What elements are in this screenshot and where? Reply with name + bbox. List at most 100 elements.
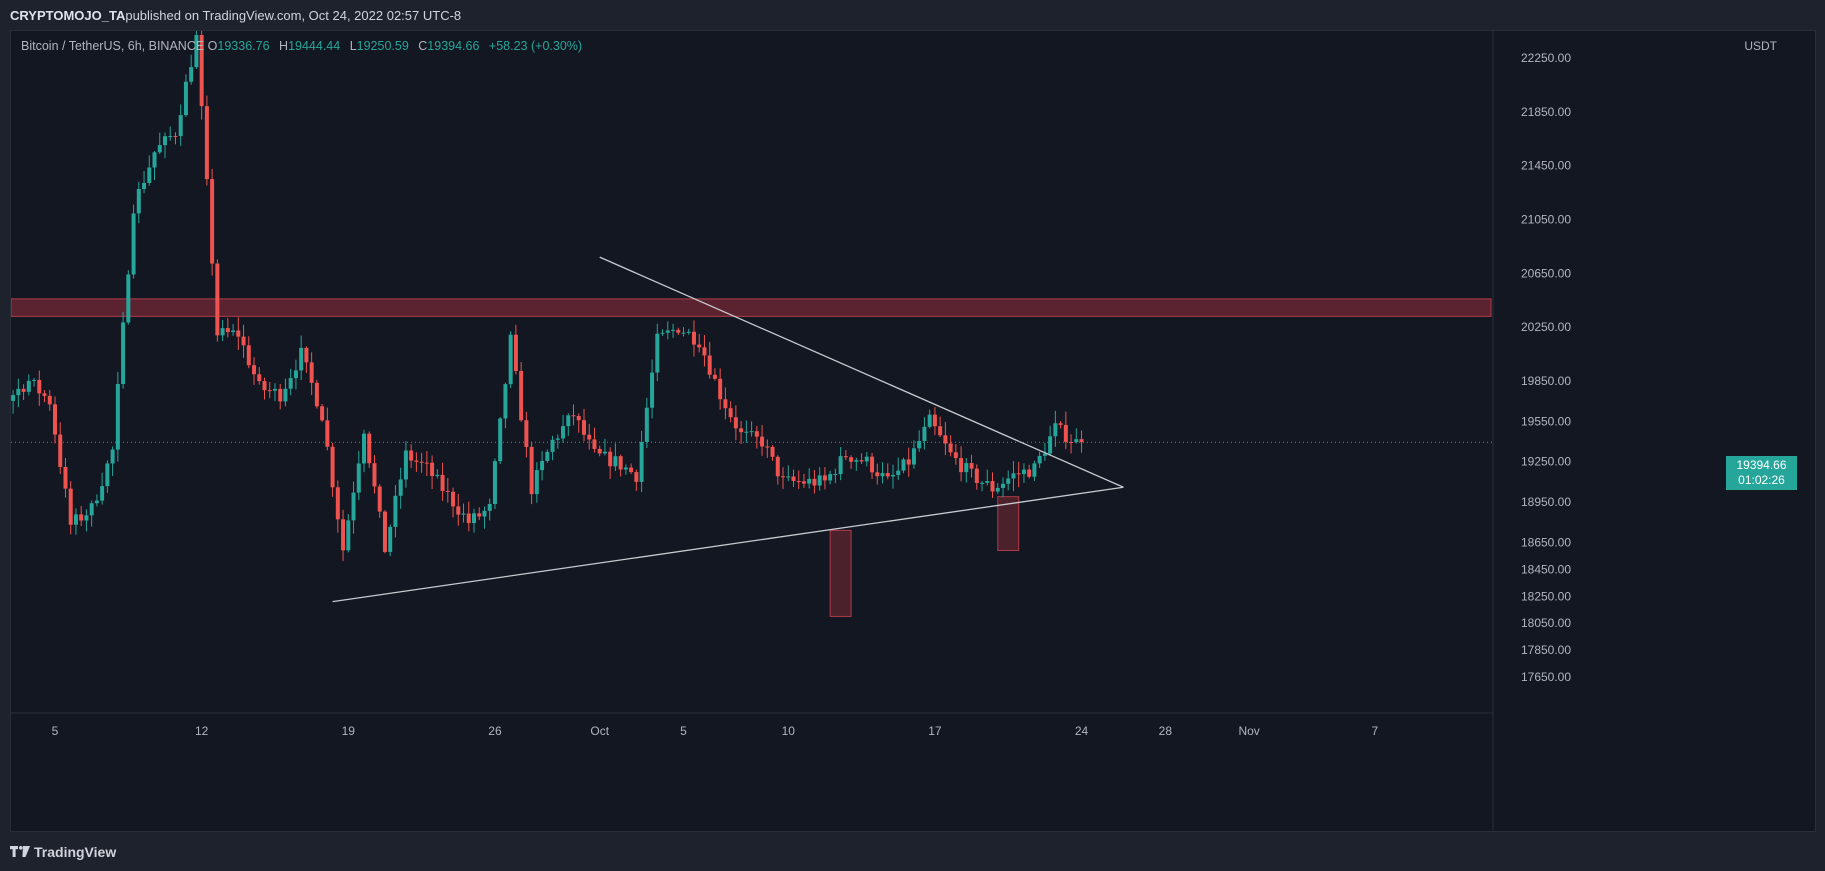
candle-body — [309, 362, 314, 383]
candle — [671, 323, 676, 338]
price-tick-label: 18650.00 — [1521, 535, 1571, 549]
candle-body — [870, 456, 875, 473]
time-tick-label: 26 — [488, 724, 502, 738]
candle — [1058, 421, 1063, 429]
candle-body — [472, 513, 476, 524]
candle-body — [733, 417, 738, 429]
candle — [917, 430, 922, 452]
candle — [142, 170, 147, 194]
candle-body — [142, 182, 147, 189]
chart-panel[interactable]: 22250.00 21850.00 21450.00 21050.00 20650.00… — [10, 30, 1816, 832]
candle — [938, 416, 943, 438]
candle — [885, 463, 890, 480]
candle — [959, 446, 964, 482]
candle-countdown: 01:02:26 — [1738, 473, 1785, 487]
candle — [288, 368, 293, 396]
candle — [629, 463, 634, 475]
candle-body — [718, 378, 723, 400]
candle — [393, 485, 398, 538]
close-value: 19394.66 — [427, 39, 480, 53]
candle-body — [781, 476, 786, 478]
candle-body — [262, 381, 267, 391]
candle — [561, 414, 566, 443]
candle-body — [697, 344, 702, 348]
candle-body — [608, 451, 613, 467]
candle — [1032, 460, 1037, 481]
candle-body — [11, 395, 16, 401]
candle — [707, 342, 712, 379]
price-tick-label: 19850.00 — [1521, 374, 1571, 388]
price-tick-label: 20650.00 — [1521, 266, 1571, 280]
candle-body — [529, 446, 534, 495]
candle — [37, 370, 42, 406]
candle-body — [550, 439, 555, 452]
candle-body — [749, 431, 754, 433]
candle-body — [367, 433, 372, 464]
candle-body — [650, 372, 655, 408]
candle-body — [477, 513, 482, 517]
candle-body — [42, 393, 47, 396]
candle-body — [629, 467, 634, 473]
candle-body — [561, 426, 566, 439]
time-tick-label: 5 — [680, 724, 687, 738]
candle-body — [592, 439, 597, 449]
candle — [581, 408, 586, 442]
candle — [440, 462, 445, 501]
candle-body — [1074, 439, 1079, 442]
candle — [665, 321, 670, 340]
candle — [73, 508, 78, 535]
candle-body — [173, 136, 178, 138]
author-name[interactable]: CRYPTOMOJO_TA — [10, 7, 126, 23]
candle — [822, 467, 827, 490]
candle-body — [1006, 478, 1011, 484]
candle-body — [272, 388, 277, 391]
current-price-tag: 19394.66 01:02:26 — [1726, 456, 1797, 490]
candle-body — [84, 515, 89, 521]
candle — [875, 463, 880, 485]
tradingview-logo[interactable]: TradingView — [10, 844, 116, 860]
candle — [220, 320, 225, 341]
candle — [896, 457, 901, 480]
candle-body — [330, 446, 335, 488]
candle — [157, 132, 162, 154]
candle — [204, 95, 209, 186]
candle — [906, 447, 911, 477]
candle — [42, 390, 47, 403]
candle — [225, 317, 230, 338]
candle-body — [739, 428, 744, 433]
candle-body — [974, 468, 979, 483]
candle-body — [922, 426, 927, 441]
candle-body — [885, 473, 890, 477]
candle-body — [414, 460, 419, 462]
candle — [309, 352, 314, 396]
candle — [613, 443, 618, 471]
candle-body — [157, 145, 162, 153]
candle — [974, 464, 979, 490]
candle-body — [770, 446, 775, 457]
candle — [267, 382, 272, 399]
price-chart[interactable]: 22250.00 21850.00 21450.00 21050.00 20650.00… — [11, 31, 1815, 831]
candle-body — [597, 448, 602, 454]
open-label: O — [207, 39, 218, 53]
candle-body — [765, 446, 770, 448]
candle-body — [278, 388, 283, 402]
time-tick-label: 28 — [1159, 724, 1173, 738]
candle-body — [969, 463, 974, 469]
candle — [770, 445, 775, 461]
candle — [508, 331, 513, 389]
candle — [964, 457, 969, 483]
candle — [115, 371, 120, 462]
candle — [791, 469, 796, 487]
candle-body — [508, 334, 513, 385]
candle — [775, 455, 780, 485]
candle — [739, 420, 744, 444]
candle-body — [728, 408, 733, 418]
candle-body — [168, 136, 173, 138]
candle — [985, 469, 990, 486]
symbol-name[interactable]: Bitcoin / TetherUS, 6h, BINANCE — [21, 39, 205, 53]
candle-body — [953, 452, 958, 459]
candle — [1079, 430, 1084, 453]
candle-body — [985, 481, 990, 483]
candle-body — [382, 511, 387, 552]
candle — [178, 104, 183, 146]
